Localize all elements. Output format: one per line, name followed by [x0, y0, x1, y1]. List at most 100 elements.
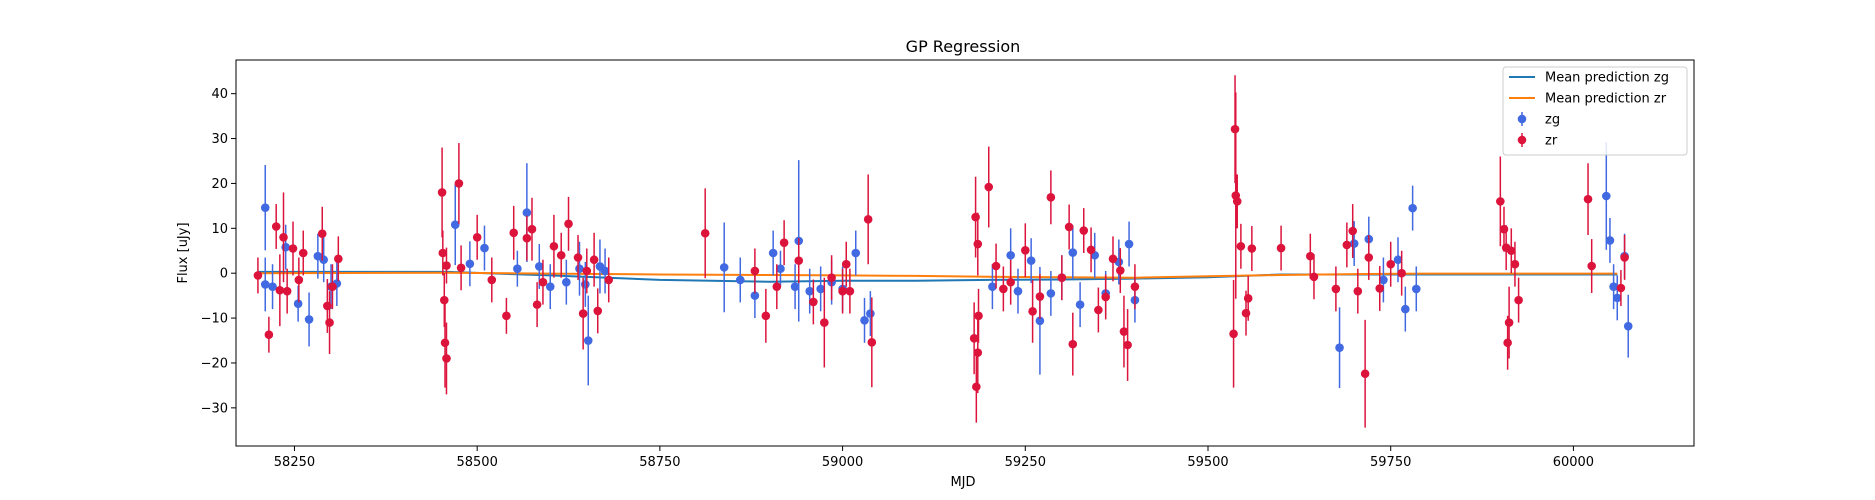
data-point [809, 297, 818, 307]
data-point [281, 242, 290, 252]
data-point [794, 256, 804, 265]
series-zr [253, 75, 1629, 428]
data-point [438, 248, 448, 258]
data-point [1623, 321, 1633, 331]
data-point [260, 280, 270, 289]
data-point [1499, 224, 1509, 234]
data-point [1075, 300, 1085, 309]
data-point [969, 333, 979, 343]
data-point [487, 275, 497, 285]
data-point [973, 239, 983, 249]
data-point [971, 212, 980, 222]
data-point [700, 228, 710, 238]
data-point [1124, 239, 1134, 249]
data-point [1408, 203, 1417, 213]
data-point [1230, 124, 1240, 134]
data-point [454, 179, 464, 188]
plot-area [235, 59, 1695, 447]
data-point [304, 315, 314, 324]
data-point [1035, 316, 1045, 326]
data-point [1393, 255, 1403, 265]
data-point [1079, 226, 1089, 235]
x-tick-label: 58500 [456, 455, 497, 470]
y-tick-label: 40 [211, 87, 228, 102]
data-point [279, 232, 288, 242]
data-point [841, 259, 851, 269]
y-axis: −30 −20 −10 0 10 20 30 40 [201, 87, 236, 416]
data-point [768, 248, 778, 258]
data-point [1397, 268, 1406, 278]
data-point [1510, 259, 1520, 269]
y-tick-label: −20 [201, 356, 228, 371]
data-point [1360, 369, 1370, 379]
data-point [522, 208, 532, 217]
data-point [820, 318, 829, 327]
data-point [735, 275, 745, 285]
data-point [502, 311, 511, 321]
data-point [1026, 256, 1036, 265]
data-point [999, 284, 1008, 294]
data-point [1035, 292, 1045, 301]
x-axis: 58250 58500 58750 59000 59250 59500 59750 60000 [274, 446, 1594, 470]
data-point [972, 382, 981, 392]
legend-box [1502, 66, 1688, 156]
data-point [545, 282, 555, 291]
data-point [282, 286, 292, 296]
data-point [439, 295, 449, 305]
x-tick-label: 60000 [1553, 455, 1594, 470]
data-point [719, 263, 729, 272]
data-point [750, 291, 760, 300]
data-point [440, 338, 450, 348]
data-point [1348, 226, 1358, 236]
data-point [1386, 259, 1396, 269]
data-point [319, 255, 328, 265]
x-tick-label: 58750 [639, 455, 680, 470]
data-point [325, 318, 334, 327]
data-point [1247, 244, 1257, 253]
data-point [534, 262, 544, 271]
legend-label: zr [1545, 134, 1558, 149]
data-point [776, 264, 785, 274]
data-point [589, 255, 599, 265]
data-point [271, 222, 281, 231]
x-tick-label: 59750 [1370, 455, 1411, 470]
data-point [465, 259, 475, 269]
x-tick-label: 58250 [274, 455, 315, 470]
data-point [578, 309, 588, 318]
data-point [1331, 284, 1341, 294]
data-point [323, 301, 332, 311]
data-point [556, 250, 566, 260]
data-point [564, 219, 573, 229]
data-point [750, 266, 760, 276]
data-point [1504, 318, 1514, 327]
data-point [1602, 191, 1611, 201]
data-point [1309, 272, 1319, 282]
data-point [583, 336, 593, 345]
legend-label: Mean prediction zg [1545, 71, 1669, 86]
legend-marker-swatch [1517, 114, 1527, 124]
data-point [790, 282, 800, 291]
data-point [1364, 253, 1374, 262]
data-point [575, 264, 584, 274]
data-point [317, 229, 327, 238]
legend-item: Mean prediction zg [1509, 71, 1669, 86]
chart-title: GP Regression [906, 37, 1021, 56]
data-point [1276, 243, 1286, 253]
data-point [1020, 246, 1030, 255]
data-point [1306, 251, 1315, 261]
x-tick-label: 59000 [822, 455, 863, 470]
legend-marker-swatch [1517, 135, 1527, 145]
data-point [480, 243, 489, 253]
data-point [1503, 338, 1512, 348]
data-point [275, 285, 285, 295]
data-point [1605, 236, 1615, 245]
data-point [1375, 284, 1385, 293]
y-tick-label: −10 [201, 312, 228, 327]
data-point [1243, 294, 1253, 303]
data-point [1116, 266, 1125, 275]
data-point [1616, 283, 1626, 293]
data-point [1411, 284, 1421, 294]
data-point [1232, 197, 1242, 206]
y-tick-label: −30 [201, 401, 228, 416]
data-point [1086, 245, 1096, 255]
